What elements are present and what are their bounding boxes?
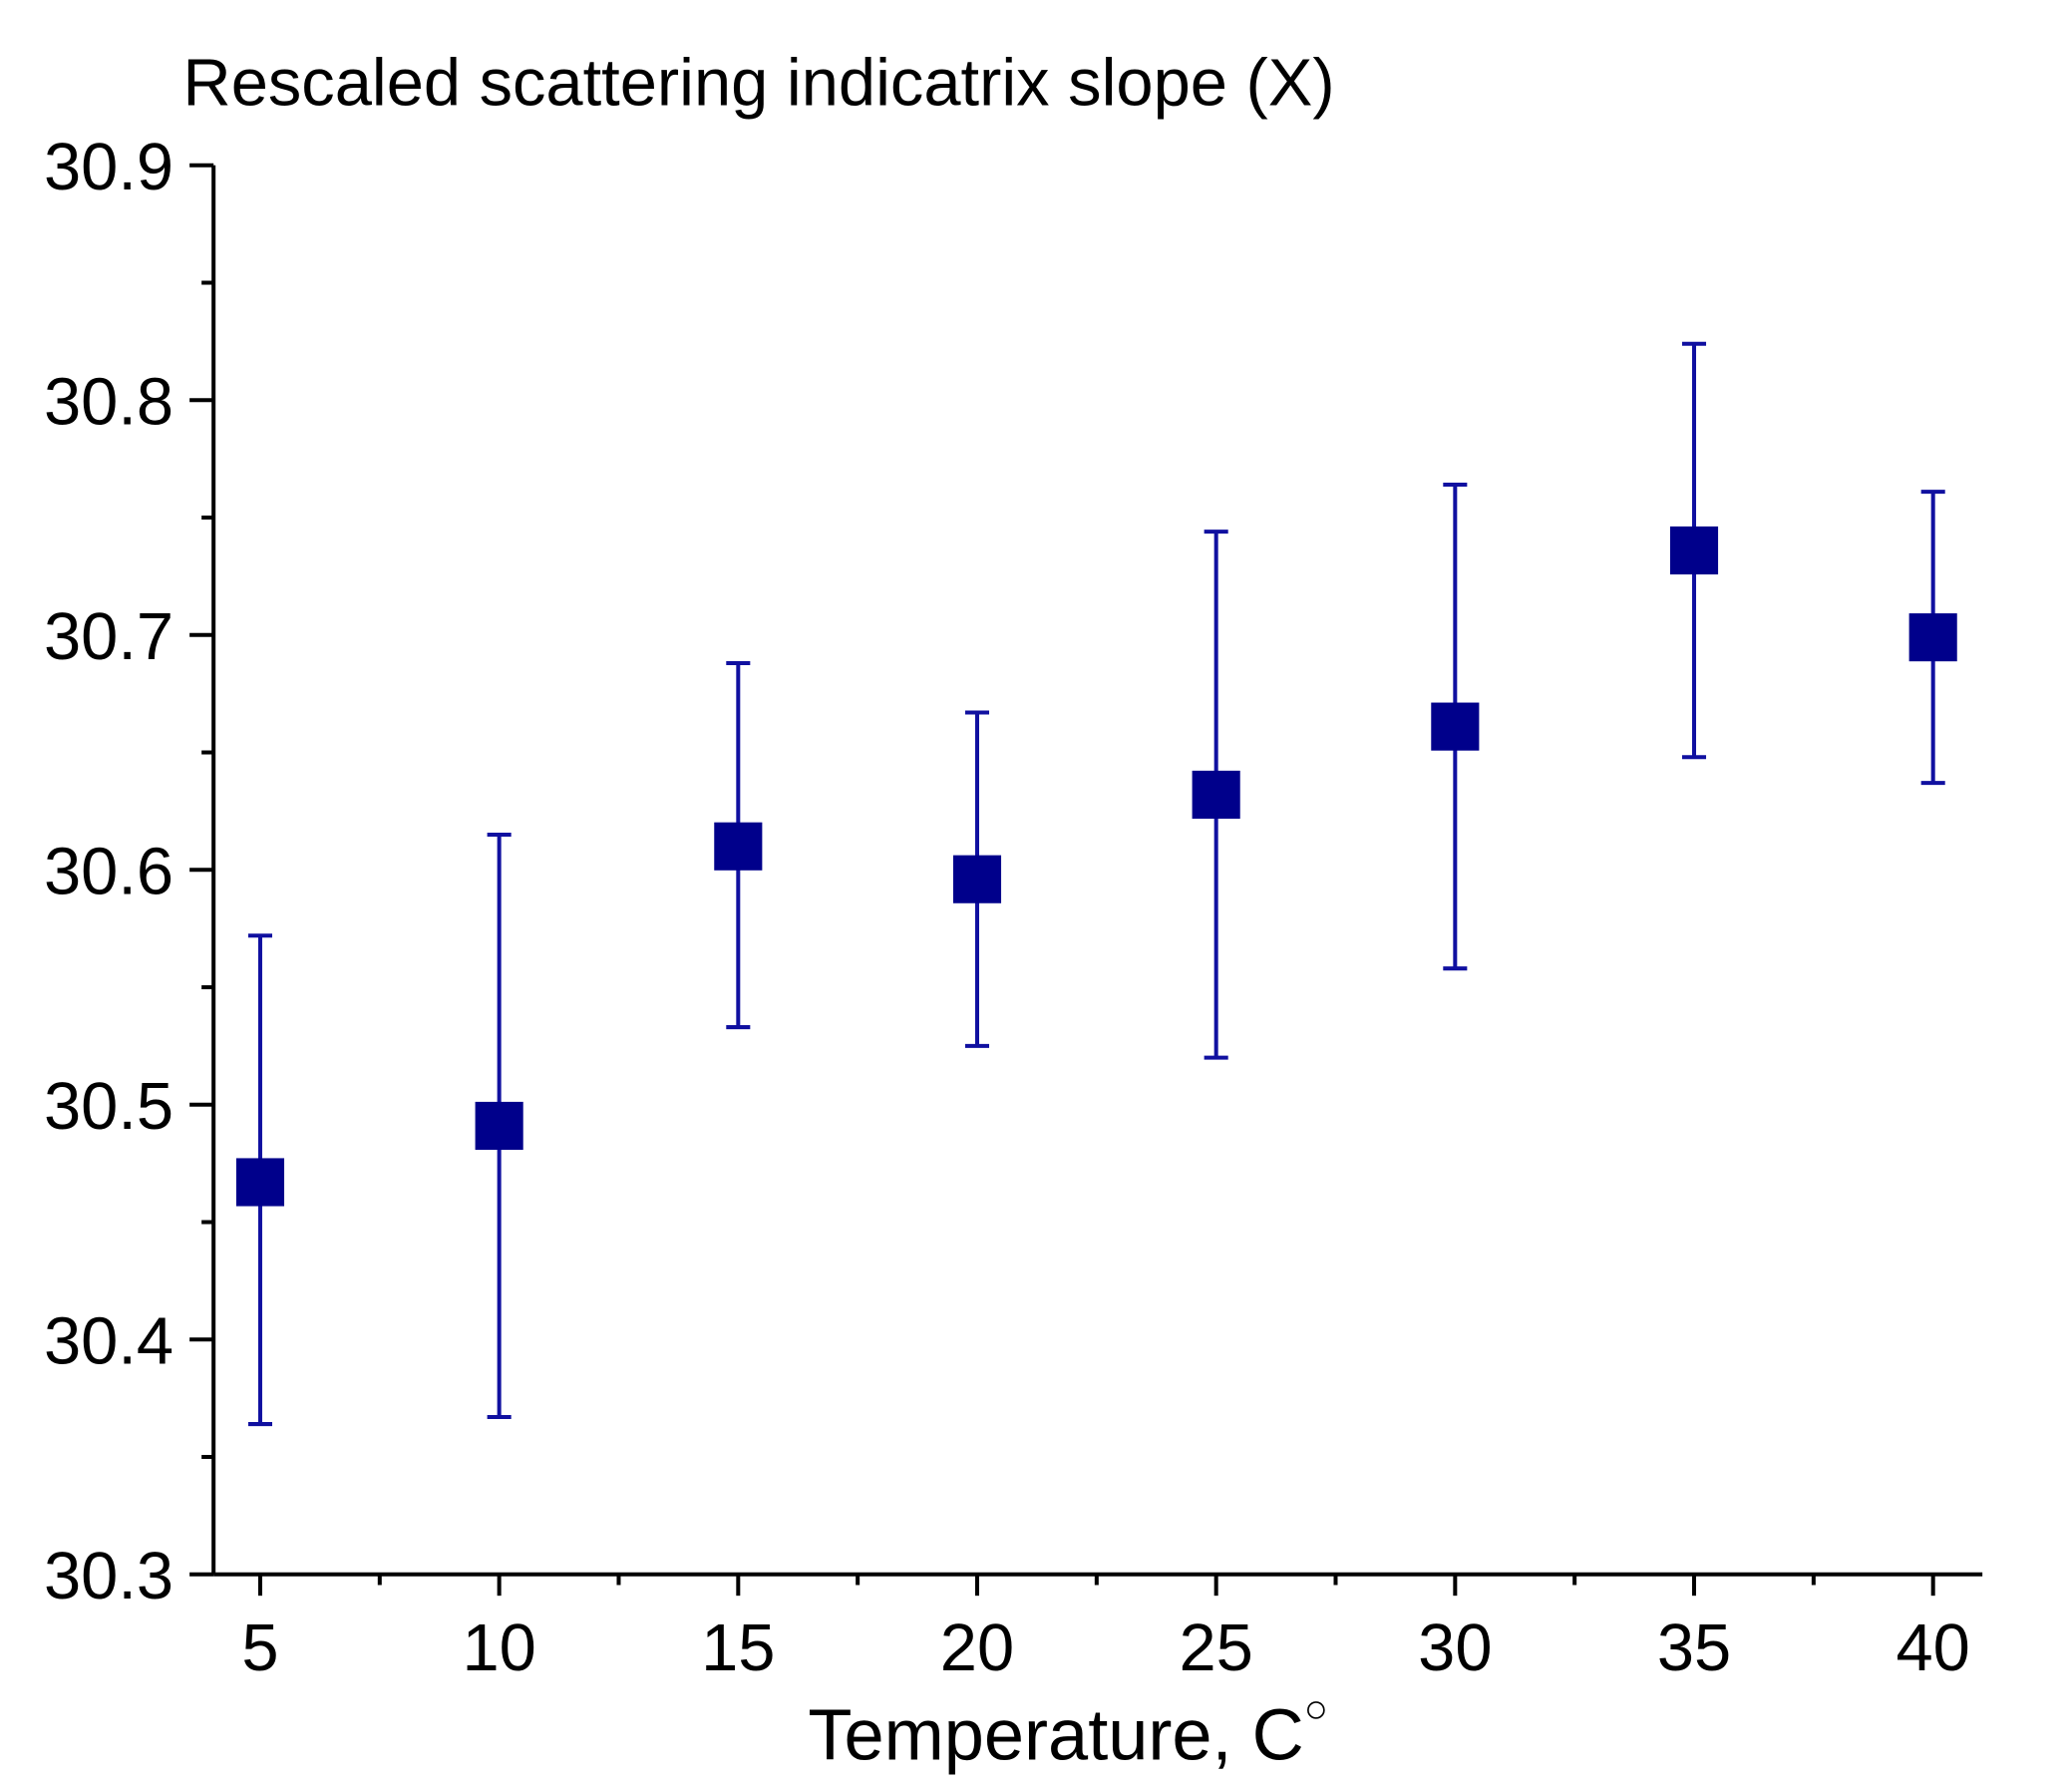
x-tick-label: 40 <box>1897 1610 1970 1685</box>
data-point <box>1192 770 1240 819</box>
data-point <box>952 855 1002 903</box>
x-axis-label-text: Temperature, C <box>808 1696 1303 1776</box>
data-point <box>1431 702 1480 751</box>
y-tick-label: 30.5 <box>44 1069 173 1144</box>
x-tick-label: 25 <box>1179 1610 1252 1685</box>
x-tick-label: 30 <box>1418 1610 1492 1685</box>
data-marks <box>235 341 1957 1427</box>
chart-title: Rescaled scattering indicatrix slope (X) <box>182 46 1334 121</box>
x-tick-label: 10 <box>462 1610 535 1685</box>
x-axis-label-degree: ○ <box>1304 1687 1328 1731</box>
y-tick-label: 30.8 <box>44 364 173 439</box>
data-point <box>1908 613 1957 662</box>
axes: 30.3 30.4 30.5 30.6 30.7 30.8 30.9 5 10 15 20 25 30 3… <box>44 130 1983 1685</box>
data-point <box>475 1101 523 1151</box>
y-tick-label: 30.6 <box>44 834 173 908</box>
x-tick-label: 20 <box>940 1610 1014 1685</box>
x-tick-label: 15 <box>701 1610 775 1685</box>
x-tick-label: 35 <box>1657 1610 1731 1685</box>
data-point <box>235 1158 285 1207</box>
x-tick-label: 5 <box>241 1610 278 1685</box>
x-axis-label: Temperature, C○ <box>808 1687 1328 1775</box>
y-tick-label: 30.7 <box>44 599 173 674</box>
data-point <box>714 822 763 871</box>
data-point <box>1669 526 1719 575</box>
y-tick-label: 30.3 <box>44 1539 173 1613</box>
y-tick-label: 30.4 <box>44 1303 173 1378</box>
y-tick-label: 30.9 <box>44 130 173 204</box>
